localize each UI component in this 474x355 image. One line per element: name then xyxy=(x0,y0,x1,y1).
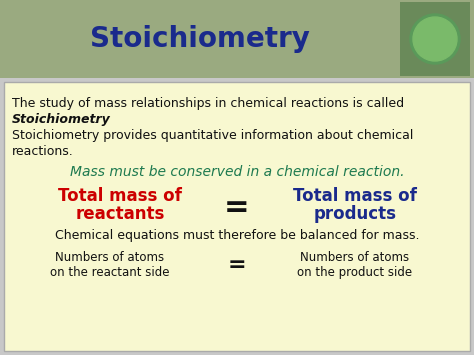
Text: on the reactant side: on the reactant side xyxy=(50,266,170,279)
Text: reactions.: reactions. xyxy=(12,145,74,158)
Text: =: = xyxy=(224,193,250,222)
FancyBboxPatch shape xyxy=(400,2,470,76)
Text: Total mass of: Total mass of xyxy=(293,187,417,205)
Text: The study of mass relationships in chemical reactions is called: The study of mass relationships in chemi… xyxy=(12,97,404,110)
Circle shape xyxy=(413,17,457,61)
Text: Total mass of: Total mass of xyxy=(58,187,182,205)
Text: Numbers of atoms: Numbers of atoms xyxy=(301,251,410,264)
Circle shape xyxy=(410,14,460,64)
FancyBboxPatch shape xyxy=(0,0,474,78)
Text: products: products xyxy=(313,205,396,223)
Text: on the product side: on the product side xyxy=(298,266,412,279)
Text: Stoichiometry: Stoichiometry xyxy=(90,25,310,53)
FancyBboxPatch shape xyxy=(4,82,470,351)
Text: Numbers of atoms: Numbers of atoms xyxy=(55,251,164,264)
Text: .: . xyxy=(94,113,98,126)
Text: reactants: reactants xyxy=(75,205,164,223)
Text: Chemical equations must therefore be balanced for mass.: Chemical equations must therefore be bal… xyxy=(55,229,419,242)
Text: Stoichiometry: Stoichiometry xyxy=(12,113,111,126)
Text: Mass must be conserved in a chemical reaction.: Mass must be conserved in a chemical rea… xyxy=(70,165,404,179)
Text: =: = xyxy=(228,255,246,275)
Text: Stoichiometry provides quantitative information about chemical: Stoichiometry provides quantitative info… xyxy=(12,129,413,142)
